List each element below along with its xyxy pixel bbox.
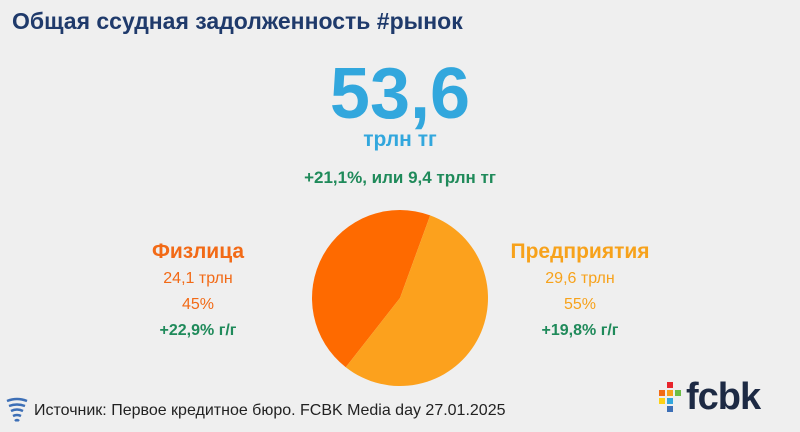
total-unit: трлн тг bbox=[363, 128, 437, 151]
individuals-amount: 24,1 трлн bbox=[163, 270, 233, 287]
fcbk-logo: fcbk bbox=[656, 376, 788, 422]
enterprises-amount: 29,6 трлн bbox=[545, 270, 615, 287]
enterprises-name: Предприятия bbox=[510, 240, 650, 263]
logo-text: fcbk bbox=[686, 376, 761, 418]
individuals-share: 45% bbox=[181, 296, 215, 313]
tornado-icon bbox=[6, 397, 28, 422]
enterprises-block: Предприятия 29,6 трлн 55% +19,8% г/г bbox=[470, 238, 690, 344]
individuals-growth: +22,9% г/г bbox=[159, 322, 237, 339]
loan-pie-chart bbox=[311, 210, 488, 386]
individuals-name: Физлица bbox=[151, 240, 245, 263]
enterprises-growth: +19,8% г/г bbox=[541, 322, 619, 339]
enterprises-share: 55% bbox=[563, 296, 597, 313]
source-note: Источник: Первое кредитное бюро. FCBK Me… bbox=[34, 402, 506, 419]
pie-slice-individuals bbox=[311, 210, 431, 368]
total-value: 53,6 bbox=[329, 54, 471, 134]
page-title: Общая ссудная задолженность #рынок bbox=[12, 8, 463, 34]
logo-mark-icon bbox=[659, 382, 681, 412]
individuals-block: Физлица 24,1 трлн 45% +22,9% г/г bbox=[88, 238, 308, 344]
pie-slice-enterprises bbox=[345, 215, 488, 386]
total-growth: +21,1%, или 9,4 трлн тг bbox=[304, 168, 496, 187]
